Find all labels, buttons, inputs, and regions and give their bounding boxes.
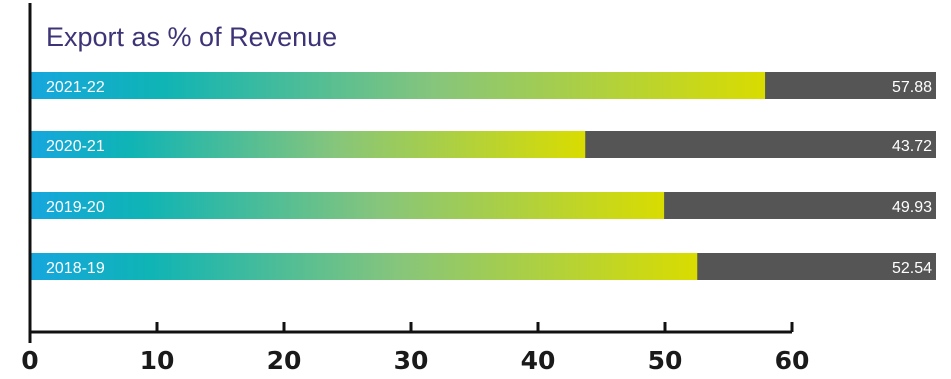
x-tick-label: 10 xyxy=(140,346,175,375)
x-tick-label: 60 xyxy=(775,346,810,375)
x-tick-label: 0 xyxy=(21,346,38,375)
value-label: 52.54 xyxy=(892,260,932,277)
x-tick-label: 40 xyxy=(521,346,556,375)
value-label: 57.88 xyxy=(892,79,932,96)
chart-title: Export as % of Revenue xyxy=(46,22,337,52)
value-label: 43.72 xyxy=(892,138,932,155)
x-axis: 0 10 20 30 40 50 60 xyxy=(21,3,809,375)
bar xyxy=(30,131,586,158)
category-label: 2019-20 xyxy=(46,199,105,216)
category-label: 2020-21 xyxy=(46,138,105,155)
value-label: 49.93 xyxy=(892,199,932,216)
x-tick-label: 50 xyxy=(648,346,683,375)
bar xyxy=(30,192,665,219)
x-tick-label: 30 xyxy=(394,346,429,375)
category-label: 2018-19 xyxy=(46,260,105,277)
x-tick-label: 20 xyxy=(267,346,302,375)
category-label: 2021-22 xyxy=(46,79,105,96)
bar-group: 2021-22 57.88 2020-21 43.72 2019-20 49.93 2018… xyxy=(30,72,936,280)
bar xyxy=(30,72,766,99)
bar xyxy=(30,253,698,280)
